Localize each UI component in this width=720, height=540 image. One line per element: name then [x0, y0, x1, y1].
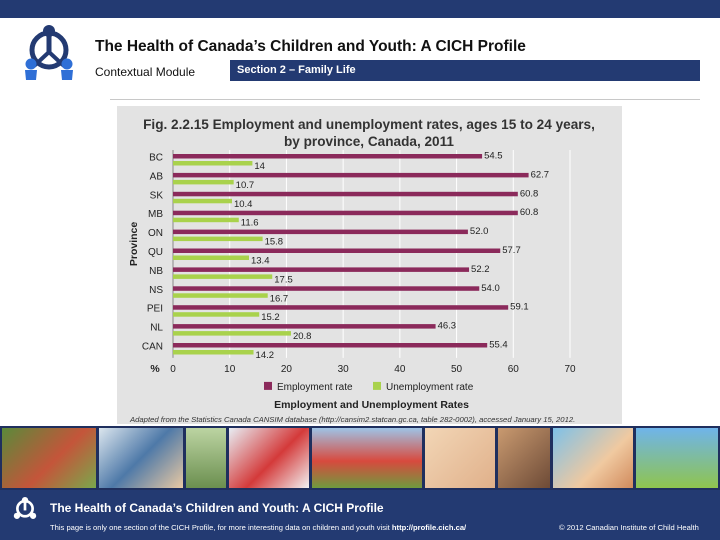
data-label-unemployment-qu: 13.4 — [251, 256, 269, 267]
bar-unemployment-nb — [173, 274, 273, 279]
bar-unemployment-qu — [173, 255, 249, 260]
bar-employment-ns — [173, 286, 480, 291]
photo-jumping-kids — [636, 428, 718, 488]
bar-employment-nb — [173, 267, 470, 272]
photo-teens — [498, 428, 550, 488]
bar-employment-ab — [173, 172, 529, 178]
cich-logo-icon — [25, 25, 73, 80]
bar-unemployment-pei — [173, 312, 260, 317]
data-label-employment-can: 55.4 — [489, 340, 508, 351]
cich-logo-icon — [13, 497, 37, 519]
legend-label-unemployment: Unemployment rate — [386, 382, 474, 393]
legend-label-employment: Employment rate — [277, 382, 353, 393]
data-label-unemployment-pei: 15.2 — [261, 312, 280, 323]
footer-link[interactable]: http://profile.cich.ca/ — [391, 523, 467, 532]
bar-employment-mb — [173, 210, 518, 216]
bar-employment-sk — [173, 191, 518, 197]
photo-child-in-snow — [229, 428, 309, 488]
chart-source-note: Adapted from the Statistics Canada CANSI… — [129, 415, 575, 424]
data-label-unemployment-nl: 20.8 — [293, 331, 312, 342]
category-label-nb: NB — [149, 266, 163, 277]
bar-employment-pei — [173, 305, 509, 310]
bar-unemployment-can — [173, 350, 254, 355]
data-label-employment-on: 52.0 — [470, 226, 489, 237]
chart-title-line-2: by province, Canada, 2011 — [284, 134, 454, 149]
employment-chart: Fig. 2.2.15 Employment and unemployment … — [128, 117, 595, 424]
category-label-mb: MB — [148, 209, 163, 220]
data-label-employment-pei: 59.1 — [510, 302, 528, 313]
bar-unemployment-on — [173, 236, 263, 242]
photo-pregnant-belly — [425, 428, 495, 488]
x-tick-label-2: 20 — [281, 364, 293, 375]
bar-employment-qu — [173, 248, 501, 253]
x-tick-label-6: 60 — [508, 364, 520, 375]
category-label-qu: QU — [148, 247, 163, 258]
footer-note: This page is only one section of the CIC… — [50, 523, 466, 532]
photo-strip — [0, 426, 720, 490]
category-label-bc: BC — [149, 153, 163, 164]
data-label-employment-nb: 52.2 — [471, 264, 490, 275]
section-label: Section 2 – Family Life — [237, 64, 356, 76]
bar-unemployment-bc — [173, 161, 253, 166]
figure-panel: Fig. 2.2.15 Employment and unemployment … — [117, 106, 622, 424]
data-label-employment-ns: 54.0 — [481, 283, 500, 294]
photo-soccer-team — [312, 428, 422, 488]
data-label-unemployment-can: 14.2 — [256, 350, 275, 361]
category-label-nl: NL — [150, 323, 163, 334]
data-label-unemployment-sk: 10.4 — [234, 199, 253, 210]
bar-unemployment-sk — [173, 198, 232, 204]
data-label-unemployment-mb: 11.6 — [241, 218, 259, 229]
bar-unemployment-ns — [173, 293, 268, 298]
photo-child-swinging — [186, 428, 226, 488]
bar-employment-on — [173, 229, 468, 235]
x-tick-label-3: 30 — [338, 364, 350, 375]
bar-employment-nl — [173, 324, 436, 329]
page-title: The Health of Canada’s Children and Yout… — [95, 38, 526, 55]
x-tick-label-7: 70 — [564, 364, 576, 375]
bar-employment-bc — [173, 154, 483, 159]
footer-copyright: © 2012 Canadian Institute of Child Healt… — [559, 523, 699, 532]
data-label-employment-nl: 46.3 — [438, 321, 457, 332]
module-label: Contextual Module — [95, 65, 196, 79]
footer-title: The Health of Canada’s Children and Yout… — [50, 501, 384, 515]
data-label-unemployment-bc: 14 — [254, 161, 265, 172]
x-tick-label-0: 0 — [170, 364, 176, 375]
data-label-employment-qu: 57.7 — [502, 245, 521, 256]
chart-title-line-1: Fig. 2.2.15 Employment and unemployment … — [143, 117, 595, 132]
data-label-unemployment-ns: 16.7 — [270, 293, 289, 304]
data-label-employment-mb: 60.8 — [520, 207, 539, 218]
bar-unemployment-nl — [173, 331, 291, 336]
x-tick-label-1: 10 — [224, 364, 236, 375]
footer-note-text: This page is only one section of the CIC… — [50, 523, 392, 532]
category-label-can: CAN — [142, 342, 163, 353]
y-axis-title: Province — [128, 222, 140, 267]
x-unit-label: % — [150, 363, 160, 375]
category-label-pei: PEI — [147, 304, 163, 315]
data-label-unemployment-on: 15.8 — [265, 237, 284, 248]
data-label-employment-sk: 60.8 — [520, 188, 539, 199]
legend-swatch-employment — [264, 381, 272, 390]
bar-employment-can — [173, 343, 488, 348]
top-banner-strip — [0, 0, 720, 18]
data-label-employment-bc: 54.5 — [484, 151, 503, 162]
photo-smiling-girl — [553, 428, 633, 488]
category-label-sk: SK — [150, 190, 164, 201]
section-banner: Section 2 – Family Life — [230, 60, 700, 81]
x-axis-title: Employment and Unemployment Rates — [274, 399, 469, 411]
footer: The Health of Canada’s Children and Yout… — [0, 490, 720, 540]
data-label-employment-ab: 62.7 — [531, 169, 550, 180]
photo-child-waving — [2, 428, 96, 488]
header-divider — [110, 99, 700, 100]
bar-unemployment-ab — [173, 179, 234, 185]
category-label-ab: AB — [150, 171, 164, 182]
category-label-on: ON — [148, 228, 163, 239]
photo-kids-at-computer — [99, 428, 183, 488]
data-label-unemployment-ab: 10.7 — [236, 180, 255, 191]
legend-swatch-unemployment — [373, 381, 381, 390]
data-label-unemployment-nb: 17.5 — [274, 274, 293, 285]
x-tick-label-4: 40 — [394, 364, 406, 375]
x-tick-label-5: 50 — [451, 364, 463, 375]
bar-unemployment-mb — [173, 217, 239, 223]
category-label-ns: NS — [149, 285, 163, 296]
